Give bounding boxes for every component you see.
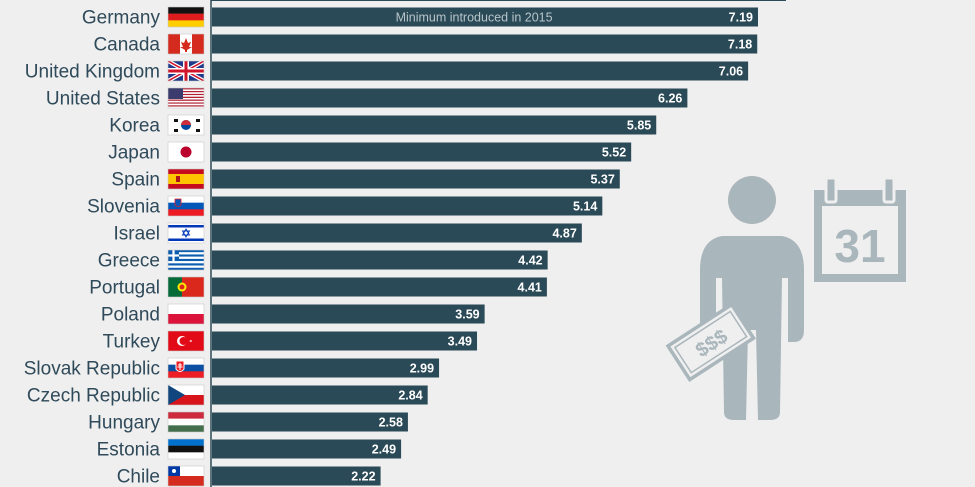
turkey-flag-icon: [168, 331, 204, 351]
bar: [212, 115, 657, 135]
slovenia-flag-icon: [168, 196, 204, 216]
banknote-icon: $$$: [665, 302, 756, 382]
category-label: Poland: [101, 305, 160, 326]
chart-row: Germany 7.19 Minimum introduced in 2015: [82, 6, 758, 29]
chart-row: Czech Republic 2.84: [27, 384, 428, 407]
value-label: 2.84: [398, 389, 422, 403]
category-label: Korea: [109, 116, 160, 137]
category-label: Slovak Republic: [24, 359, 160, 380]
japan-flag-icon: [168, 142, 204, 162]
bar: [212, 439, 402, 459]
calendar-day: 31: [834, 220, 885, 272]
chart-row: Poland 3.59: [101, 303, 485, 326]
canada-flag-icon: [168, 34, 204, 54]
germany-flag-icon: [168, 7, 204, 27]
bar: [212, 169, 620, 189]
value-label: 6.26: [658, 92, 682, 106]
category-label: Czech Republic: [27, 386, 160, 407]
chart-row: Spain 5.37: [111, 168, 620, 191]
category-label: Japan: [108, 143, 160, 164]
bar: [212, 412, 408, 432]
value-label: 5.52: [602, 146, 626, 160]
chart-row: Japan 5.52: [108, 141, 632, 164]
category-label: Portugal: [89, 278, 160, 299]
value-label: 4.42: [518, 254, 542, 268]
value-label: 5.14: [573, 200, 597, 214]
uk-flag-icon: [168, 61, 204, 81]
value-label: 2.49: [372, 443, 396, 457]
value-label: 5.37: [590, 173, 614, 187]
chart-row: Estonia 2.49: [97, 438, 402, 461]
bar: [212, 34, 758, 54]
value-label: 3.49: [448, 335, 472, 349]
chart-row: Chile 2.22: [117, 465, 381, 487]
category-label: Turkey: [103, 332, 161, 353]
value-label: 7.06: [719, 65, 743, 79]
value-label: 2.58: [379, 416, 403, 430]
chart-row: Slovenia 5.14: [87, 195, 603, 218]
category-label: United Kingdom: [25, 62, 160, 83]
value-label: 3.59: [455, 308, 479, 322]
israel-flag-icon: [168, 223, 204, 243]
chart-row: Korea 5.85: [109, 114, 657, 137]
category-label: Israel: [114, 224, 160, 245]
value-label: 4.87: [552, 227, 576, 241]
chart-row: Turkey 3.49: [103, 330, 478, 353]
chart-row: United States 6.26: [46, 87, 688, 110]
chart-row: United Kingdom 7.06: [25, 60, 749, 83]
bar: [212, 250, 548, 270]
greece-flag-icon: [168, 250, 204, 270]
calendar-icon: 31: [814, 176, 906, 282]
bar: [212, 304, 485, 324]
category-label: Canada: [93, 35, 160, 56]
category-label: Estonia: [97, 440, 161, 461]
chart-row: Israel 4.87: [114, 222, 582, 245]
portugal-flag-icon: [168, 277, 204, 297]
value-label: 7.18: [728, 38, 752, 52]
korea-flag-icon: [168, 115, 204, 135]
chart-row: Portugal 4.41: [89, 276, 547, 299]
chart-row: Greece 4.42: [98, 249, 548, 272]
bar: [212, 223, 582, 243]
category-label: Germany: [82, 8, 161, 29]
chart-row: Hungary 2.58: [88, 411, 408, 434]
bar: [212, 142, 632, 162]
estonia-flag-icon: [168, 439, 204, 459]
chile-flag-icon: [168, 466, 204, 486]
bar: [212, 331, 478, 351]
person-icon: [700, 176, 804, 420]
value-label: 2.99: [410, 362, 434, 376]
usa-flag-icon: [168, 88, 204, 108]
bar: [212, 385, 428, 405]
spain-flag-icon: [168, 169, 204, 189]
bar: [212, 88, 688, 108]
poland-flag-icon: [168, 304, 204, 324]
slovakia-flag-icon: [168, 358, 204, 378]
bar: [212, 466, 381, 486]
hungary-flag-icon: [168, 412, 204, 432]
category-label: Spain: [111, 170, 160, 191]
category-label: United States: [46, 89, 160, 110]
chart-row: Canada 7.18: [93, 33, 758, 56]
value-label: 2.22: [351, 470, 375, 484]
bar: [212, 196, 603, 216]
chart-row: Slovak Republic 2.99: [24, 357, 440, 380]
category-label: Chile: [117, 467, 160, 487]
czech-flag-icon: [168, 385, 204, 405]
bar: [212, 61, 749, 81]
category-label: Greece: [98, 251, 160, 272]
bar: [212, 7, 758, 27]
bar-annotation: Minimum introduced in 2015: [396, 11, 553, 25]
bar-rows: Germany 7.19 Minimum introduced in 2015 Can…: [24, 6, 758, 487]
bar: [212, 358, 440, 378]
value-label: 4.41: [518, 281, 542, 295]
bar: [212, 277, 547, 297]
category-label: Slovenia: [87, 197, 160, 218]
value-label: 7.19: [729, 11, 753, 25]
value-label: 5.85: [627, 119, 651, 133]
category-label: Hungary: [88, 413, 160, 434]
